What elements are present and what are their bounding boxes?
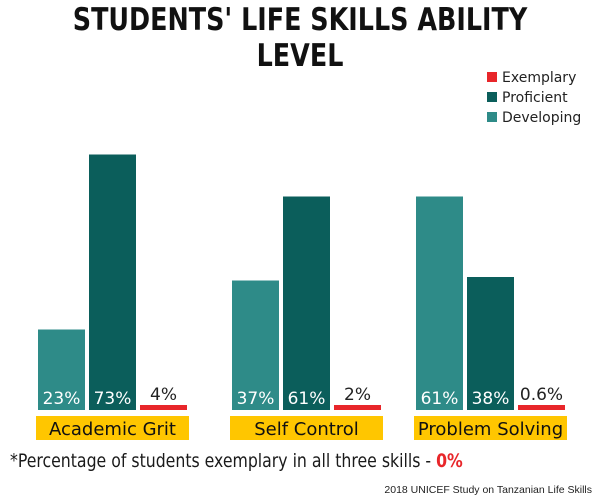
category-label-1: Self Control [254,419,359,440]
data-label-exemplary-2: 0.6% [520,385,563,405]
legend-label-proficient: Proficient [502,90,568,106]
bar-exemplary-1 [334,405,381,410]
legend-label-developing: Developing [502,110,581,126]
data-label-developing-0: 23% [43,389,81,409]
footnote-highlight: 0% [436,450,463,472]
bar-developing-0 [38,329,85,410]
bar-proficient-2 [467,277,514,410]
category-label-0: Academic Grit [49,419,176,440]
data-label-exemplary-0: 4% [150,385,177,405]
bar-developing-1 [232,280,279,410]
data-label-developing-2: 61% [421,389,459,409]
category-band-2 [414,416,567,440]
data-label-proficient-0: 73% [94,389,132,409]
bar-developing-2 [416,196,463,410]
bar-exemplary-2 [518,405,565,410]
data-label-developing-1: 37% [237,389,275,409]
footnote-text: *Percentage of students exemplary in all… [10,450,437,472]
legend-swatch-proficient [487,92,497,102]
legend-swatch-developing [487,112,497,122]
legend-swatch-exemplary [487,72,497,82]
bar-proficient-0 [89,154,136,410]
data-label-exemplary-1: 2% [344,385,371,405]
footnote: *Percentage of students exemplary in all… [10,450,463,472]
data-label-proficient-2: 38% [472,389,510,409]
legend-label-exemplary: Exemplary [502,70,576,86]
bar-proficient-1 [283,196,330,410]
category-band-1 [230,416,383,440]
data-label-proficient-1: 61% [288,389,326,409]
bar-exemplary-0 [140,405,187,410]
category-band-0 [36,416,189,440]
category-label-2: Problem Solving [418,419,563,440]
source-note: 2018 UNICEF Study on Tanzanian Life Skil… [384,484,592,496]
chart-title: STUDENTS' LIFE SKILLS ABILITY LEVEL [72,2,528,74]
